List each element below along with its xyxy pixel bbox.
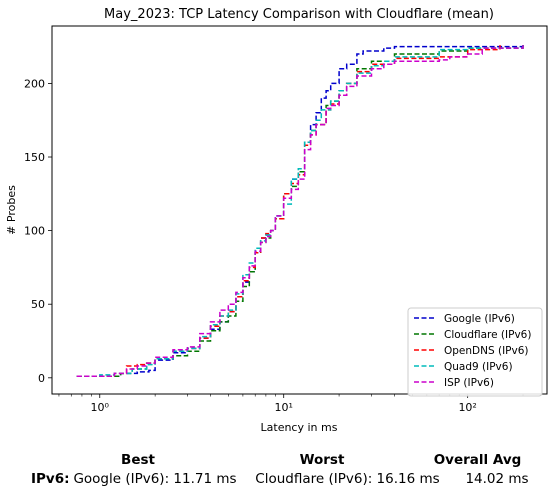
- legend-entry: ISP (IPv6): [444, 377, 494, 389]
- overall-avg-value: 14.02 ms: [465, 471, 529, 487]
- legend-entry: Google (IPv6): [444, 313, 515, 325]
- best-header: Best: [121, 452, 155, 468]
- legend-box: [407, 307, 543, 397]
- x-tick-label: 10²: [458, 401, 476, 414]
- ipv6-row-label: IPv6:: [31, 471, 70, 487]
- legend: Google (IPv6) Cloudflare (IPv6) OpenDNS (I…: [407, 307, 543, 397]
- y-axis-label: # Probes: [5, 185, 18, 235]
- series-line-4: [76, 45, 524, 378]
- x-axis: 10⁰ 10¹ 10²: [58, 394, 524, 414]
- y-tick-label: 100: [24, 225, 45, 238]
- legend-entry: Cloudflare (IPv6): [444, 329, 531, 341]
- latency-chart: May_2023: TCP Latency Comparison with Cl…: [5, 7, 548, 434]
- worst-value: Cloudflare (IPv6): 16.16 ms: [255, 471, 440, 487]
- worst-header: Worst: [299, 452, 345, 468]
- legend-entry: Quad9 (IPv6): [444, 361, 513, 373]
- summary-table: Best Worst Overall Avg IPv6: Google (IPv…: [0, 448, 555, 496]
- x-tick-label: 10¹: [274, 401, 292, 414]
- chart-title: May_2023: TCP Latency Comparison with Cl…: [104, 7, 494, 22]
- series-line-0: [76, 43, 524, 378]
- plot-frame: [51, 25, 548, 395]
- y-tick-label: 200: [24, 77, 45, 90]
- plot-area: [76, 43, 524, 378]
- series-line-1: [76, 43, 524, 378]
- best-value: Google (IPv6): 11.71 ms: [73, 471, 237, 487]
- legend-entry: OpenDNS (IPv6): [444, 345, 529, 357]
- y-axis: 0 50 100 150 200: [24, 77, 52, 385]
- overall-avg-header: Overall Avg: [433, 452, 522, 468]
- x-tick-label: 10⁰: [91, 401, 110, 414]
- x-axis-label: Latency in ms: [261, 421, 338, 434]
- y-tick-label: 0: [38, 372, 45, 385]
- y-tick-label: 50: [31, 298, 45, 311]
- y-tick-label: 150: [24, 151, 45, 164]
